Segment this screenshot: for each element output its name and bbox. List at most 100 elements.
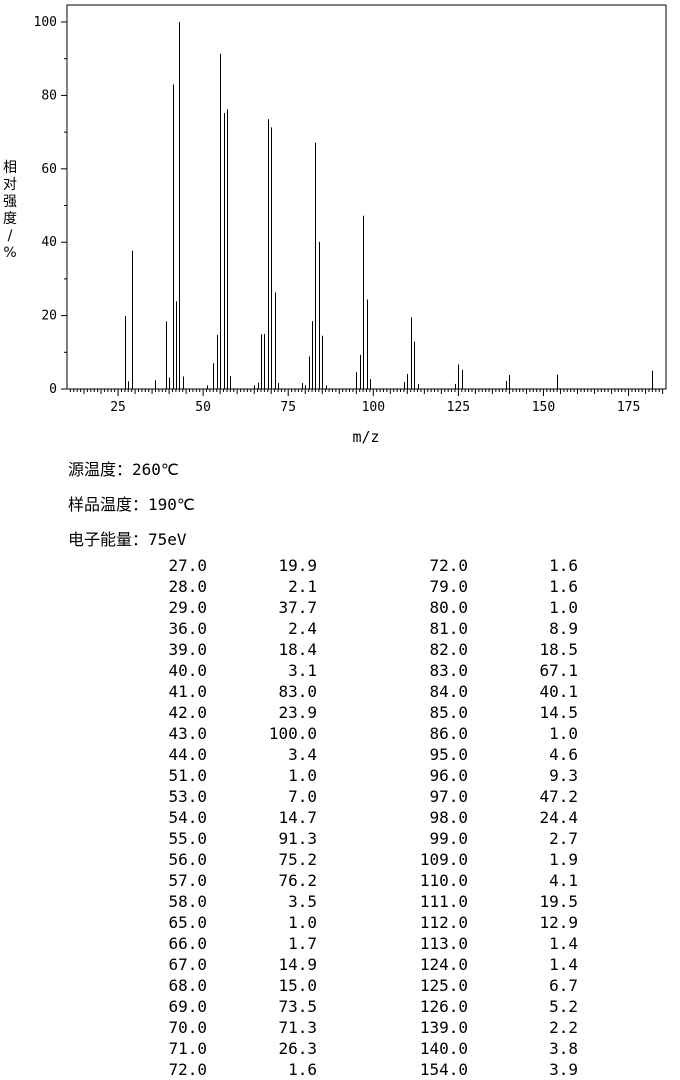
mz-right-cell: 86.0 (429, 724, 468, 743)
intensity-left-cell: 1.7 (288, 934, 317, 953)
x-tick-label: 150 (532, 400, 555, 415)
mz-left-cell: 55.0 (168, 829, 207, 848)
mz-right-cell: 113.0 (419, 934, 468, 953)
table-row: 44.0 3.4 95.0 4.6 (0, 744, 578, 765)
mz-left-cell: 65.0 (168, 913, 207, 932)
mz-right-cell: 125.0 (419, 976, 468, 995)
y-tick-label: 60 (41, 162, 57, 177)
intensity-left-cell: 75.2 (278, 850, 317, 869)
table-row: 42.0 23.9 85.0 14.5 (0, 702, 578, 723)
mz-right-cell: 72.0 (429, 556, 468, 575)
mz-left-cell: 68.0 (168, 976, 207, 995)
x-tick-label: 25 (110, 400, 126, 415)
intensity-right-cell: 1.6 (549, 577, 578, 596)
mz-left-cell: 53.0 (168, 787, 207, 806)
intensity-left-cell: 14.7 (278, 808, 317, 827)
electron-energy: 电子能量：75eV (68, 526, 187, 550)
mz-left-cell: 39.0 (168, 640, 207, 659)
intensity-left-cell: 71.3 (278, 1018, 317, 1037)
mz-left-cell: 58.0 (168, 892, 207, 911)
table-row: 28.0 2.1 79.0 1.6 (0, 576, 578, 597)
intensity-right-cell: 9.3 (549, 766, 578, 785)
table-row: 68.0 15.0 125.0 6.7 (0, 975, 578, 996)
y-axis-label-char: 相 (3, 160, 17, 176)
x-tick-label: 75 (280, 400, 296, 415)
y-tick-label: 80 (41, 88, 57, 103)
intensity-right-cell: 1.6 (549, 556, 578, 575)
intensity-left-cell: 76.2 (278, 871, 317, 890)
y-tick-label: 20 (41, 309, 57, 324)
x-tick-label: 175 (617, 400, 640, 415)
mz-left-cell: 36.0 (168, 619, 207, 638)
intensity-right-cell: 2.7 (549, 829, 578, 848)
mz-right-cell: 110.0 (419, 871, 468, 890)
y-tick-label: 100 (34, 15, 57, 30)
intensity-right-cell: 18.5 (539, 640, 578, 659)
intensity-left-cell: 18.4 (278, 640, 317, 659)
intensity-left-cell: 100.0 (268, 724, 317, 743)
intensity-right-cell: 40.1 (539, 682, 578, 701)
table-row: 58.0 3.5 111.0 19.5 (0, 891, 578, 912)
mz-right-cell: 81.0 (429, 619, 468, 638)
table-row: 43.0 100.0 86.0 1.0 (0, 723, 578, 744)
table-row: 70.0 71.3 139.0 2.2 (0, 1017, 578, 1038)
source-temperature: 源温度：260℃ (68, 456, 179, 480)
table-row: 40.0 3.1 83.0 67.1 (0, 660, 578, 681)
intensity-left-cell: 37.7 (278, 598, 317, 617)
intensity-left-cell: 73.5 (278, 997, 317, 1016)
intensity-right-cell: 4.6 (549, 745, 578, 764)
mz-left-cell: 29.0 (168, 598, 207, 617)
y-axis-label-char: 强 (3, 194, 17, 210)
intensity-left-cell: 15.0 (278, 976, 317, 995)
intensity-left-cell: 23.9 (278, 703, 317, 722)
sample-temperature-value: 190℃ (148, 495, 195, 514)
intensity-right-cell: 12.9 (539, 913, 578, 932)
mz-left-cell: 72.0 (168, 1060, 207, 1079)
mz-right-cell: 111.0 (419, 892, 468, 911)
intensity-right-cell: 1.4 (549, 934, 578, 953)
mz-left-cell: 51.0 (168, 766, 207, 785)
intensity-right-cell: 1.9 (549, 850, 578, 869)
mz-right-cell: 84.0 (429, 682, 468, 701)
intensity-right-cell: 1.0 (549, 598, 578, 617)
table-row: 72.0 1.6 154.0 3.9 (0, 1059, 578, 1080)
mz-left-cell: 43.0 (168, 724, 207, 743)
y-axis: 0 20 40 60 80 100 (34, 15, 67, 397)
mz-right-cell: 95.0 (429, 745, 468, 764)
intensity-left-cell: 19.9 (278, 556, 317, 575)
intensity-right-cell: 3.8 (549, 1039, 578, 1058)
intensity-right-cell: 19.5 (539, 892, 578, 911)
mz-left-cell: 27.0 (168, 556, 207, 575)
mz-left-cell: 42.0 (168, 703, 207, 722)
intensity-left-cell: 3.1 (288, 661, 317, 680)
mz-left-cell: 44.0 (168, 745, 207, 764)
intensity-left-cell: 3.5 (288, 892, 317, 911)
mz-right-cell: 83.0 (429, 661, 468, 680)
mz-right-cell: 109.0 (419, 850, 468, 869)
table-row: 67.0 14.9 124.0 1.4 (0, 954, 578, 975)
intensity-left-cell: 1.6 (288, 1060, 317, 1079)
mz-right-cell: 99.0 (429, 829, 468, 848)
table-row: 66.0 1.7 113.0 1.4 (0, 933, 578, 954)
intensity-right-cell: 2.2 (549, 1018, 578, 1037)
intensity-left-cell: 26.3 (278, 1039, 317, 1058)
intensity-left-cell: 1.0 (288, 766, 317, 785)
intensity-left-cell: 3.4 (288, 745, 317, 764)
intensity-right-cell: 67.1 (539, 661, 578, 680)
mz-right-cell: 82.0 (429, 640, 468, 659)
intensity-left-cell: 14.9 (278, 955, 317, 974)
table-row: 36.0 2.4 81.0 8.9 (0, 618, 578, 639)
electron-energy-label: 电子能量： (68, 530, 149, 549)
x-axis-label: m/z (352, 428, 379, 446)
table-row: 57.0 76.2 110.0 4.1 (0, 870, 578, 891)
intensity-right-cell: 1.0 (549, 724, 578, 743)
x-tick-label: 50 (195, 400, 211, 415)
source-temperature-value: 260℃ (132, 460, 179, 479)
sample-temperature: 样品温度：190℃ (68, 491, 195, 515)
mz-right-cell: 96.0 (429, 766, 468, 785)
intensity-right-cell: 47.2 (539, 787, 578, 806)
peak-bars (125, 22, 653, 389)
mz-right-cell: 80.0 (429, 598, 468, 617)
mz-left-cell: 71.0 (168, 1039, 207, 1058)
mz-left-cell: 54.0 (168, 808, 207, 827)
